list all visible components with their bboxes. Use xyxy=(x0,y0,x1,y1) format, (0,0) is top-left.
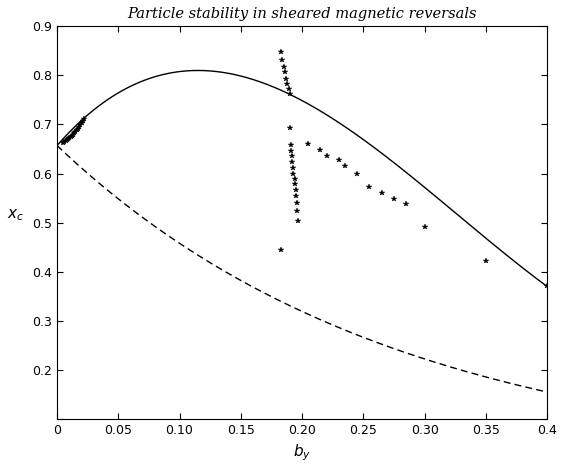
Title: Particle stability in sheared magnetic reversals: Particle stability in sheared magnetic r… xyxy=(127,7,477,21)
X-axis label: $b_y$: $b_y$ xyxy=(293,442,311,463)
Y-axis label: $x_c$: $x_c$ xyxy=(7,207,24,223)
